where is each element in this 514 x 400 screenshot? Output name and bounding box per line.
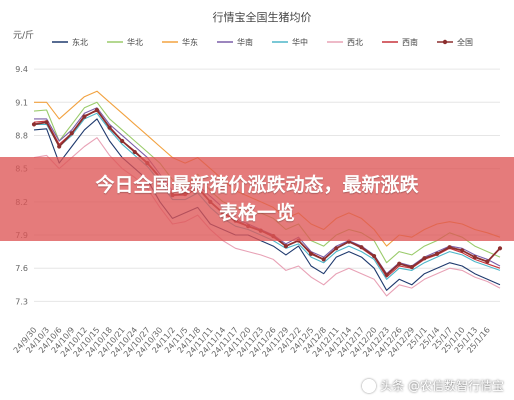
data-point <box>460 248 465 253</box>
legend-label: 西南 <box>402 37 418 47</box>
y-tick-label: 9.4 <box>15 65 28 74</box>
data-point <box>422 256 427 261</box>
x-axis-ticks: 24/9/3024/10/324/10/624/10/924/10/1224/1… <box>12 326 492 359</box>
headline-line-2: 表格一览 <box>218 202 295 224</box>
data-point <box>497 246 503 251</box>
legend-label: 华南 <box>237 37 253 47</box>
data-point <box>384 272 389 277</box>
data-point <box>31 122 37 127</box>
headline-banner: 今日全国最新猪价涨跌动态，最新涨跌 表格一览 <box>0 157 514 241</box>
data-point <box>434 251 440 256</box>
legend-item: 西北 <box>327 38 363 47</box>
chart-legend: 东北 华北 华东 华南 华中 西北 西南 全国 <box>52 37 473 47</box>
data-point <box>397 261 402 266</box>
data-point <box>485 259 490 264</box>
data-point <box>57 144 62 149</box>
y-tick-label: 9.1 <box>15 98 28 107</box>
legend-item: 全国 <box>437 37 473 47</box>
legend-label: 华中 <box>292 37 308 47</box>
data-point <box>107 125 112 130</box>
legend-item: 华北 <box>107 37 143 47</box>
data-point <box>132 149 137 155</box>
headline-line-1: 今日全国最新猪价涨跌动态，最新涨跌 <box>95 174 419 196</box>
data-point <box>283 243 288 249</box>
y-tick-label: 7.6 <box>15 264 28 273</box>
y-axis-unit: 元/斤 <box>13 30 34 41</box>
legend-item: 华东 <box>162 37 198 47</box>
chart-title: 行情宝全国生猪均价 <box>213 10 312 24</box>
y-tick-label: 8.8 <box>15 131 28 140</box>
watermark-text: 头条 @农信数智行情宝 <box>380 379 504 393</box>
legend-label: 华北 <box>127 37 143 47</box>
data-point <box>308 251 314 256</box>
legend-item: 华南 <box>217 37 253 47</box>
legend-label: 东北 <box>72 37 88 47</box>
data-point <box>359 245 364 250</box>
y-tick-label: 7.3 <box>15 297 28 306</box>
legend-item: 西南 <box>382 37 418 47</box>
legend-label: 全国 <box>457 37 473 47</box>
legend-item: 东北 <box>52 37 88 47</box>
data-point <box>94 107 100 113</box>
legend-label: 西北 <box>347 38 363 47</box>
watermark-logo-icon <box>362 378 377 393</box>
data-point <box>371 253 377 259</box>
data-point <box>44 120 49 125</box>
legend-label: 华东 <box>182 37 198 47</box>
data-point <box>334 246 339 251</box>
data-point <box>69 131 74 136</box>
watermark: 头条 @农信数智行情宝 <box>362 377 504 394</box>
legend-item: 华中 <box>272 37 308 47</box>
data-point <box>120 138 125 144</box>
data-point <box>321 257 326 262</box>
data-point <box>409 265 414 270</box>
data-point <box>447 245 452 250</box>
series-line <box>33 118 501 291</box>
data-point <box>472 255 477 260</box>
legend-marker <box>442 39 448 45</box>
data-point <box>82 114 87 119</box>
